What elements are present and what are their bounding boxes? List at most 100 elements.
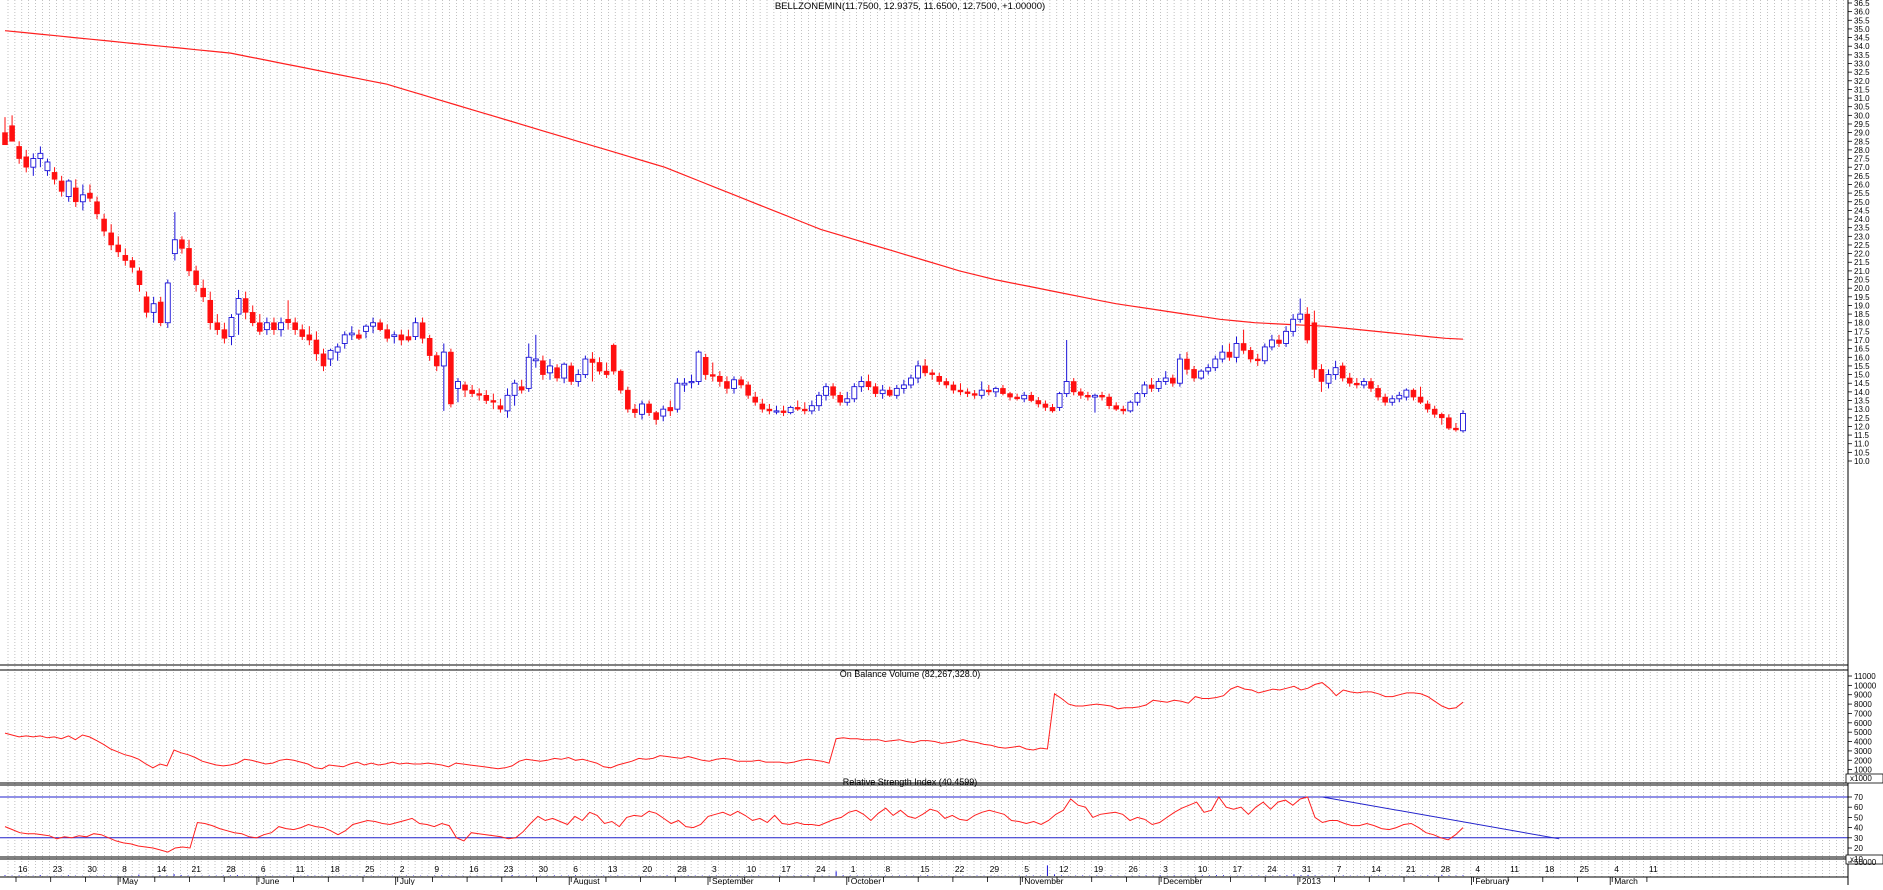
x-month-label: March <box>1614 876 1638 885</box>
volume-y-tick-label: 50000 <box>1854 858 1877 867</box>
candle-body <box>1446 417 1452 429</box>
obv-y-tick-label: 5000 <box>1854 728 1872 737</box>
candle-body <box>1460 413 1466 432</box>
candle-body <box>1049 407 1056 412</box>
candle-body <box>851 386 858 400</box>
x-day-label: 6 <box>261 864 266 874</box>
candle-body <box>1382 396 1388 403</box>
volume-panel <box>4 865 1464 876</box>
candle-body <box>1176 358 1183 384</box>
x-day-label: 21 <box>192 864 202 874</box>
candle-body <box>1339 365 1346 379</box>
price-y-tick-label: 28.5 <box>1854 137 1870 146</box>
obv-y-tick-label: 4000 <box>1854 738 1872 747</box>
x-month-label: 2013 <box>1302 876 1321 885</box>
candle-body <box>405 336 412 341</box>
candle-body <box>773 410 780 413</box>
candle-body <box>915 365 921 379</box>
candle-body <box>1170 377 1176 384</box>
candle-body <box>1085 395 1091 398</box>
candle-body <box>44 161 51 172</box>
candle-body <box>1332 367 1339 376</box>
price-y-tick-label: 13.5 <box>1854 397 1870 406</box>
x-day-label: 10 <box>747 864 757 874</box>
candle-body <box>1318 369 1325 382</box>
candle-body <box>1162 377 1169 382</box>
candle-body <box>554 367 560 379</box>
price-panel-title: BELLZONEMIN(11.7500, 12.9375, 11.6500, 1… <box>775 1 1045 12</box>
candle-body <box>886 389 893 396</box>
candle-body <box>1063 381 1070 395</box>
candle-body <box>717 376 723 382</box>
price-y-tick-label: 15.0 <box>1854 371 1870 380</box>
price-panel <box>2 30 1466 433</box>
candle-body <box>377 322 383 330</box>
candle-body <box>943 381 950 386</box>
x-day-label: 22 <box>955 864 965 874</box>
candle-body <box>122 255 129 261</box>
candle-body <box>610 344 617 372</box>
candle-body <box>1453 427 1459 431</box>
candle-body <box>702 357 709 375</box>
candle-body <box>986 389 992 393</box>
candle-body <box>709 374 716 377</box>
x-day-label: 3 <box>712 864 717 874</box>
candle-body <box>801 408 808 412</box>
rsi-panel-title: Relative Strength Index (40.4599) <box>843 777 978 787</box>
rsi-y-tick-label: 60 <box>1854 803 1863 812</box>
candle-body <box>865 381 872 387</box>
price-y-tick-label: 24.0 <box>1854 215 1870 224</box>
x-day-label: 6 <box>573 864 578 874</box>
candle-body <box>561 363 568 379</box>
candle-body <box>1092 394 1098 398</box>
rsi-line <box>4 796 1464 853</box>
candle-body <box>1424 403 1431 410</box>
x-day-label: 14 <box>157 864 167 874</box>
candle-body <box>660 408 667 417</box>
x-day-label: 17 <box>781 864 791 874</box>
price-y-tick-label: 28.0 <box>1854 146 1870 155</box>
candle-body <box>440 351 447 367</box>
candle-body <box>688 381 695 384</box>
candle-body <box>872 386 879 394</box>
candle-body <box>745 384 751 396</box>
price-y-tick-label: 16.0 <box>1854 353 1870 362</box>
candle-body <box>695 351 702 382</box>
candle-body <box>1276 339 1282 344</box>
candle-body <box>363 325 369 332</box>
volume-unit-label: x10 <box>1850 855 1863 864</box>
candle-body <box>23 156 30 168</box>
price-y-tick-label: 32.5 <box>1854 68 1870 77</box>
candle-body <box>893 387 900 396</box>
candle-body <box>858 381 865 388</box>
price-y-tick-label: 22.0 <box>1854 250 1870 259</box>
price-y-tick-label: 18.5 <box>1854 310 1870 319</box>
x-day-label: 11 <box>1510 864 1519 874</box>
candle-body <box>575 374 582 382</box>
candle-body <box>1311 322 1318 370</box>
x-day-label: 28 <box>226 864 236 874</box>
candle-body <box>271 322 277 330</box>
candle-body <box>164 282 171 324</box>
obv-y-tick-label: 8000 <box>1854 700 1872 709</box>
candle-body <box>1410 389 1417 398</box>
candle-body <box>1290 318 1297 332</box>
x-day-label: 5 <box>1024 864 1029 874</box>
candle-body <box>568 365 574 382</box>
candle-body <box>94 201 100 215</box>
x-day-label: 31 <box>1302 864 1312 874</box>
x-day-label: 24 <box>1267 864 1277 874</box>
candle-body <box>469 389 475 394</box>
candle-body <box>1184 358 1190 370</box>
candle-body <box>752 396 759 403</box>
price-y-tick-label: 29.0 <box>1854 129 1870 138</box>
candle-body <box>65 180 72 198</box>
candle-body <box>1417 396 1424 403</box>
candle-body <box>844 398 851 403</box>
candle-body <box>582 358 589 376</box>
price-y-tick-label: 36.0 <box>1854 8 1870 17</box>
x-month-label: August <box>573 876 600 885</box>
obv-y-tick-label: 9000 <box>1854 691 1872 700</box>
price-y-tick-label: 35.0 <box>1854 25 1870 34</box>
candle-body <box>589 358 596 363</box>
